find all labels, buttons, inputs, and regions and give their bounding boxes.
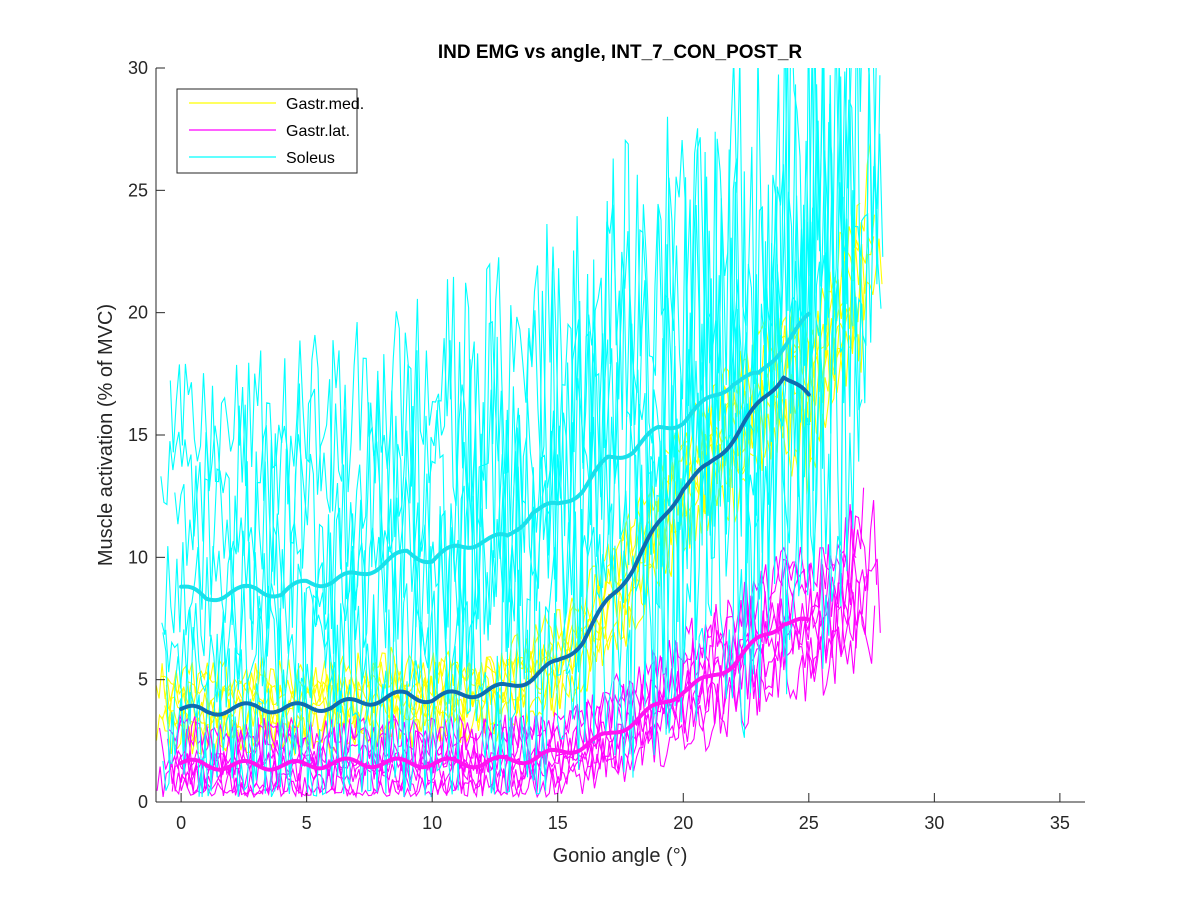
x-tick-label: 0	[176, 813, 186, 833]
x-tick-label: 20	[673, 813, 693, 833]
y-tick-label: 30	[128, 58, 148, 78]
y-tick-label: 25	[128, 180, 148, 200]
y-tick-label: 0	[138, 792, 148, 812]
legend-label-gastr-lat: Gastr.lat.	[286, 123, 350, 140]
trial-line	[167, 487, 865, 771]
trial-line	[175, 605, 876, 799]
y-axis-label: Muscle activation (% of MVC)	[95, 304, 117, 566]
trial-line	[156, 304, 863, 752]
y-tick-label: 15	[128, 425, 148, 445]
trial-line	[168, 504, 857, 751]
x-tick-label: 15	[548, 813, 568, 833]
trial-line	[169, 68, 877, 513]
trial-line	[156, 583, 860, 799]
y-tick-label: 20	[128, 303, 148, 323]
y-tick-label: 10	[128, 547, 148, 567]
mean-line	[179, 375, 811, 717]
chart-title: IND EMG vs angle, INT_7_CON_POST_R	[438, 42, 803, 63]
mean-line	[179, 311, 811, 603]
x-tick-label: 25	[799, 813, 819, 833]
mean-lines-layer	[179, 311, 811, 772]
x-axis-label: Gonio angle (°)	[553, 845, 688, 867]
legend-label-soleus: Soleus	[286, 150, 335, 167]
x-tick-label: 10	[422, 813, 442, 833]
y-tick-label: 5	[138, 670, 148, 690]
axes: 0 5 10 15 20 25 30 35 0 5 10 15 20 25 30	[128, 58, 1085, 833]
x-tick-label: 5	[302, 813, 312, 833]
mean-line	[179, 616, 811, 772]
trial-line	[162, 100, 854, 797]
x-tick-label: 30	[924, 813, 944, 833]
trial-line	[161, 99, 862, 661]
trial-line	[165, 133, 884, 718]
x-tick-label: 35	[1050, 813, 1070, 833]
legend: Gastr.med. Gastr.lat. Soleus	[176, 88, 364, 174]
legend-label-gastr-med: Gastr.med.	[286, 96, 364, 113]
